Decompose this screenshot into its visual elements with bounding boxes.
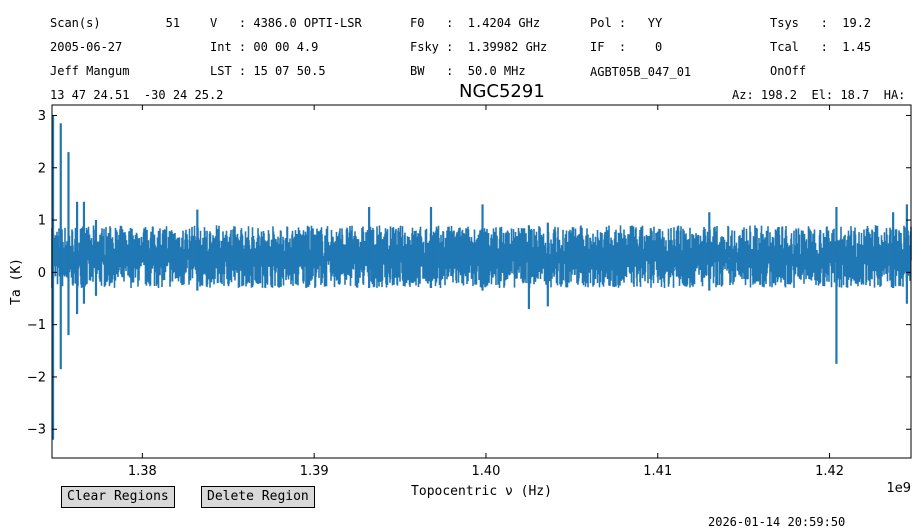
header-if: IF : 0 <box>590 40 663 54</box>
header-velocity: V : 4386.0 OPTI-LSR <box>210 16 362 30</box>
x-axis-label: Topocentric ν (Hz) <box>411 484 552 499</box>
header-coords: 13 47 24.51 -30 24 25.2 <box>50 88 224 102</box>
header-f0: F0 : 1.4204 GHz <box>410 16 541 30</box>
plot-frame <box>51 104 912 459</box>
header-observer: Jeff Mangum <box>50 64 130 78</box>
header-tsys: Tsys : 19.2 <box>770 16 872 30</box>
clear-regions-button[interactable]: Clear Regions <box>61 486 175 508</box>
x-tick-label: 1.41 <box>643 464 672 479</box>
source-title: NGC5291 <box>459 81 545 102</box>
y-tick-label: −2 <box>27 370 46 385</box>
header-lst: LST : 15 07 50.5 <box>210 64 326 78</box>
x-scale-label: 1e9 <box>886 481 911 496</box>
x-tick-label: 1.39 <box>300 464 329 479</box>
y-axis-label: Ta (K) <box>9 258 24 305</box>
delete-region-button[interactable]: Delete Region <box>201 486 315 508</box>
y-tick-label: 0 <box>38 266 46 281</box>
header-scans: Scan(s) 51 <box>50 16 181 30</box>
header-azel: Az: 198.2 El: 18.7 HA: <box>732 88 906 102</box>
y-tick-label: 2 <box>38 161 46 176</box>
header-project: AGBT05B_047_01 <box>590 65 692 79</box>
header-tcal: Tcal : 1.45 <box>770 40 872 54</box>
header-procedure: OnOff <box>770 64 807 78</box>
x-tick-label: 1.40 <box>471 464 500 479</box>
x-tick-label: 1.38 <box>128 464 157 479</box>
x-tick-label: 1.42 <box>815 464 844 479</box>
spectrum-series <box>51 115 912 440</box>
y-tick-label: −1 <box>27 318 46 333</box>
header-fsky: Fsky : 1.39982 GHz <box>410 40 548 54</box>
header-pol: Pol : YY <box>590 16 663 30</box>
header-bw: BW : 50.0 MHz <box>410 64 526 78</box>
header-int: Int : 00 00 4.9 <box>210 40 319 54</box>
y-axis: −3 −2 −1 0 1 2 3 <box>27 109 911 438</box>
x-axis: 1.38 1.39 1.40 1.41 1.42 <box>128 105 844 479</box>
y-tick-label: 3 <box>38 109 46 124</box>
y-tick-label: 1 <box>38 214 46 229</box>
y-tick-label: −3 <box>27 423 46 438</box>
timestamp: 2026-01-14 20:59:50 <box>708 515 846 529</box>
header-date: 2005-06-27 <box>50 40 123 54</box>
